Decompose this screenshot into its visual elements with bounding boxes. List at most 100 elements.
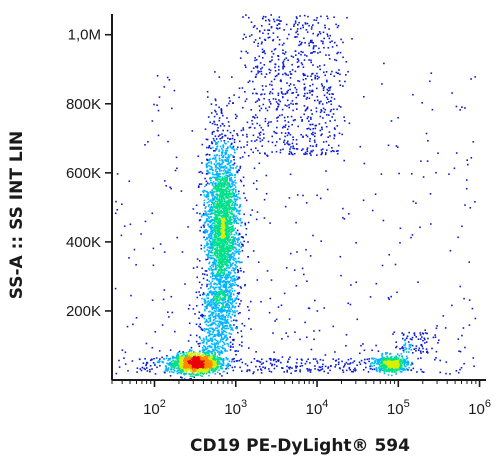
event-dot — [216, 241, 218, 244]
event-dot — [225, 275, 227, 277]
event-dot — [216, 366, 218, 368]
event-dot — [215, 310, 217, 313]
event-dot — [231, 181, 234, 183]
event-dot — [214, 203, 216, 205]
event-dot — [385, 367, 387, 369]
event-dot — [225, 290, 227, 292]
event-dot — [390, 358, 392, 360]
event-dot — [206, 170, 208, 173]
event-dot — [204, 330, 206, 332]
event-dot — [233, 300, 236, 302]
event-dot — [224, 343, 226, 346]
event-dot — [205, 343, 208, 345]
event-dot — [212, 369, 215, 371]
event-dot — [222, 176, 224, 179]
event-dot — [207, 195, 210, 198]
event-dot — [195, 323, 198, 326]
event-dot — [211, 249, 214, 251]
event-dot — [211, 351, 213, 353]
event-dot — [216, 145, 219, 147]
event-dot — [211, 252, 214, 254]
event-dot — [204, 245, 206, 247]
event-dot — [221, 221, 223, 224]
event-dot — [208, 159, 210, 162]
event-dot — [229, 346, 232, 348]
event-dot — [220, 333, 222, 336]
event-dot — [226, 258, 229, 260]
event-dot — [226, 253, 228, 256]
event-dot — [233, 319, 235, 321]
event-dot — [225, 367, 227, 370]
event-dot — [227, 235, 229, 238]
event-dot — [230, 245, 233, 248]
event-dot — [219, 367, 222, 370]
event-dot — [210, 352, 213, 355]
event-dot — [217, 313, 220, 315]
event-dot — [209, 216, 212, 218]
event-dot — [214, 373, 217, 375]
event-dot — [221, 253, 223, 255]
event-dot — [214, 230, 216, 232]
event-dot — [216, 215, 219, 217]
event-dot — [214, 188, 216, 190]
event-dot — [208, 302, 211, 304]
event-dot — [227, 307, 230, 310]
event-dot — [223, 202, 226, 204]
event-dot — [183, 373, 186, 376]
event-dot — [204, 309, 206, 312]
event-dot — [203, 250, 206, 253]
event-dot — [222, 166, 225, 168]
event-dot — [248, 317, 250, 320]
event-dot — [230, 216, 232, 218]
event-dot — [217, 187, 219, 190]
event-dot — [224, 151, 226, 154]
event-dot — [216, 297, 219, 299]
event-dot — [209, 292, 212, 294]
event-dot — [214, 235, 216, 237]
event-dot — [384, 362, 387, 365]
event-dot — [231, 146, 233, 149]
event-dot — [229, 315, 232, 318]
event-dot — [204, 177, 206, 180]
event-dot — [234, 151, 236, 154]
event-dot — [211, 243, 213, 245]
event-dot — [221, 272, 224, 274]
event-dot — [237, 250, 240, 252]
event-dot — [227, 254, 229, 257]
event-dot — [211, 222, 214, 225]
event-dot — [238, 218, 241, 221]
event-dot — [385, 364, 388, 367]
event-dot — [208, 268, 210, 270]
event-dot — [166, 355, 168, 357]
event-dot — [206, 301, 208, 303]
event-dot — [243, 213, 245, 216]
event-dot — [221, 238, 224, 240]
event-dot — [205, 320, 207, 322]
event-dot — [226, 256, 228, 258]
event-dot — [214, 135, 217, 137]
event-dot — [227, 204, 230, 206]
event-dot — [221, 204, 224, 207]
event-dot — [203, 226, 205, 228]
event-dot — [216, 167, 218, 169]
event-dot — [227, 286, 230, 289]
event-dot — [216, 355, 219, 358]
event-dot — [217, 315, 220, 318]
event-dot — [205, 180, 208, 183]
event-dot — [231, 280, 234, 282]
event-dot — [220, 188, 222, 191]
event-dot — [229, 189, 231, 192]
event-dot — [209, 330, 212, 333]
event-dot — [216, 357, 219, 359]
event-dot — [226, 177, 229, 179]
event-dot — [209, 319, 212, 322]
event-dot — [221, 331, 224, 334]
event-dot — [209, 199, 211, 201]
event-dot — [224, 319, 227, 322]
event-dot — [173, 369, 176, 372]
event-dot — [236, 310, 238, 312]
event-dot — [201, 172, 204, 174]
event-dot — [224, 149, 227, 152]
event-dot — [231, 269, 233, 272]
event-dot — [231, 213, 233, 215]
